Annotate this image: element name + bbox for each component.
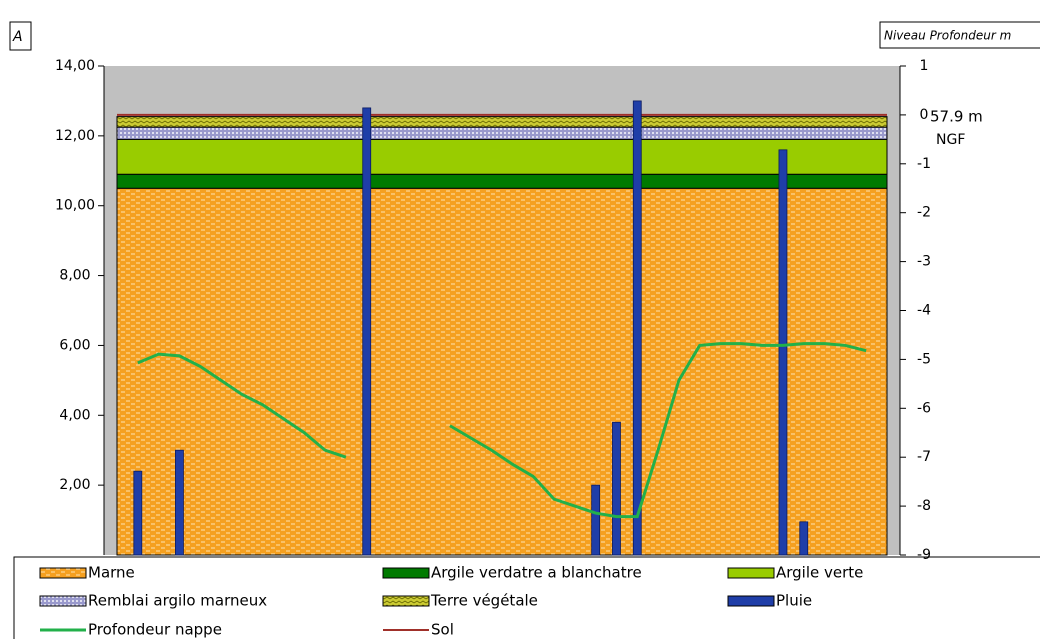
layer-area xyxy=(116,138,888,175)
y-tick-label: 2,00 xyxy=(59,477,90,493)
panel-box xyxy=(9,21,32,51)
plot xyxy=(116,100,888,556)
y2-tick-label: -2 xyxy=(917,205,931,221)
layer-area xyxy=(116,187,888,556)
bar xyxy=(612,421,621,556)
y-tick-label: 6,00 xyxy=(59,337,90,353)
y2-tick-label: 0 xyxy=(920,107,929,123)
legend-box xyxy=(13,556,1040,639)
panel-label: A xyxy=(12,29,23,45)
bar xyxy=(175,449,184,556)
y2-tick-label: -5 xyxy=(917,351,931,367)
legend: Marne Argile verdatre a blanchatre Argile … xyxy=(39,564,863,639)
bar xyxy=(362,107,372,556)
legend-label: Pluie xyxy=(776,592,812,610)
header-box xyxy=(879,21,1040,49)
bar xyxy=(632,100,642,556)
y2-tick-label: -4 xyxy=(917,303,931,319)
y2-tick-label: -6 xyxy=(917,400,931,416)
legend-label: Terre végétale xyxy=(430,592,538,610)
legend-label: Profondeur nappe xyxy=(88,621,222,639)
layer-area xyxy=(116,173,888,189)
legend-label: Remblai argilo marneux xyxy=(88,592,267,610)
legend-swatch xyxy=(382,567,430,579)
y2-tick-label: -3 xyxy=(917,254,931,270)
bar xyxy=(133,470,143,556)
bar xyxy=(778,149,788,556)
right-header: Niveau Profondeur m xyxy=(884,29,1011,43)
legend-swatch xyxy=(39,567,87,579)
legend-label: Argile verte xyxy=(776,564,863,582)
y-tick-label: 4,00 xyxy=(59,407,90,423)
legend-swatch xyxy=(727,595,775,607)
annotation: 57.9 m xyxy=(930,108,983,126)
legend-label: Sol xyxy=(431,621,454,639)
y-tick-label: 12,00 xyxy=(55,128,95,144)
y-tick-label: 14,00 xyxy=(55,58,95,74)
layer-area xyxy=(116,116,888,128)
y2-tick-label: -7 xyxy=(917,449,931,465)
y2-tick-label: -9 xyxy=(917,547,931,563)
legend-label: Marne xyxy=(88,564,135,582)
y2-tick-label: 1 xyxy=(920,58,929,74)
annotation: NGF xyxy=(936,132,965,148)
legend-swatch xyxy=(727,567,775,579)
legend-label: Argile verdatre a blanchatre xyxy=(431,564,642,582)
legend-swatch xyxy=(39,595,87,607)
y2-tick-label: -8 xyxy=(917,498,931,514)
y-tick-label: 10,00 xyxy=(55,198,95,214)
y2-tick-label: -1 xyxy=(917,156,931,172)
line xyxy=(137,342,867,519)
legend-swatch xyxy=(382,595,430,607)
bar xyxy=(799,521,809,556)
layer-area xyxy=(116,126,888,140)
bar xyxy=(591,484,601,556)
y-tick-label: 8,00 xyxy=(59,268,90,284)
